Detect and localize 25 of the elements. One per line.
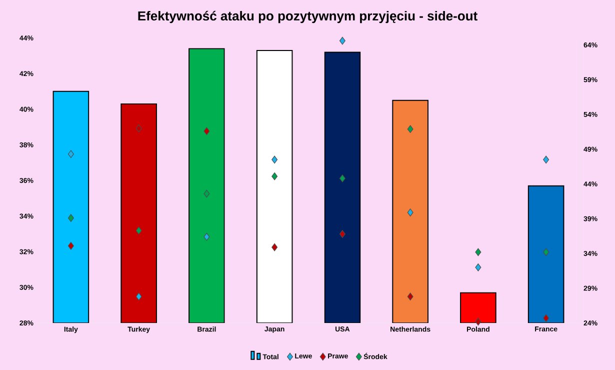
point [407, 125, 414, 133]
point [475, 318, 482, 326]
point [543, 314, 550, 322]
point [543, 248, 550, 256]
point [407, 208, 414, 216]
point [272, 172, 278, 180]
point [339, 230, 346, 238]
point [68, 150, 74, 158]
point [272, 156, 278, 164]
chart-title: Efektywność ataku po pozytywnym przyjęciu - side-out [138, 10, 478, 24]
point [339, 36, 346, 45]
point [68, 242, 74, 250]
point [68, 214, 74, 222]
point [136, 124, 142, 132]
point [136, 292, 142, 300]
point [543, 156, 550, 164]
point [339, 174, 346, 182]
point [204, 127, 210, 136]
point [407, 292, 414, 300]
point [204, 190, 210, 198]
point [475, 263, 482, 272]
point [136, 226, 142, 234]
point [272, 243, 278, 252]
point [475, 248, 482, 256]
point [204, 232, 210, 241]
